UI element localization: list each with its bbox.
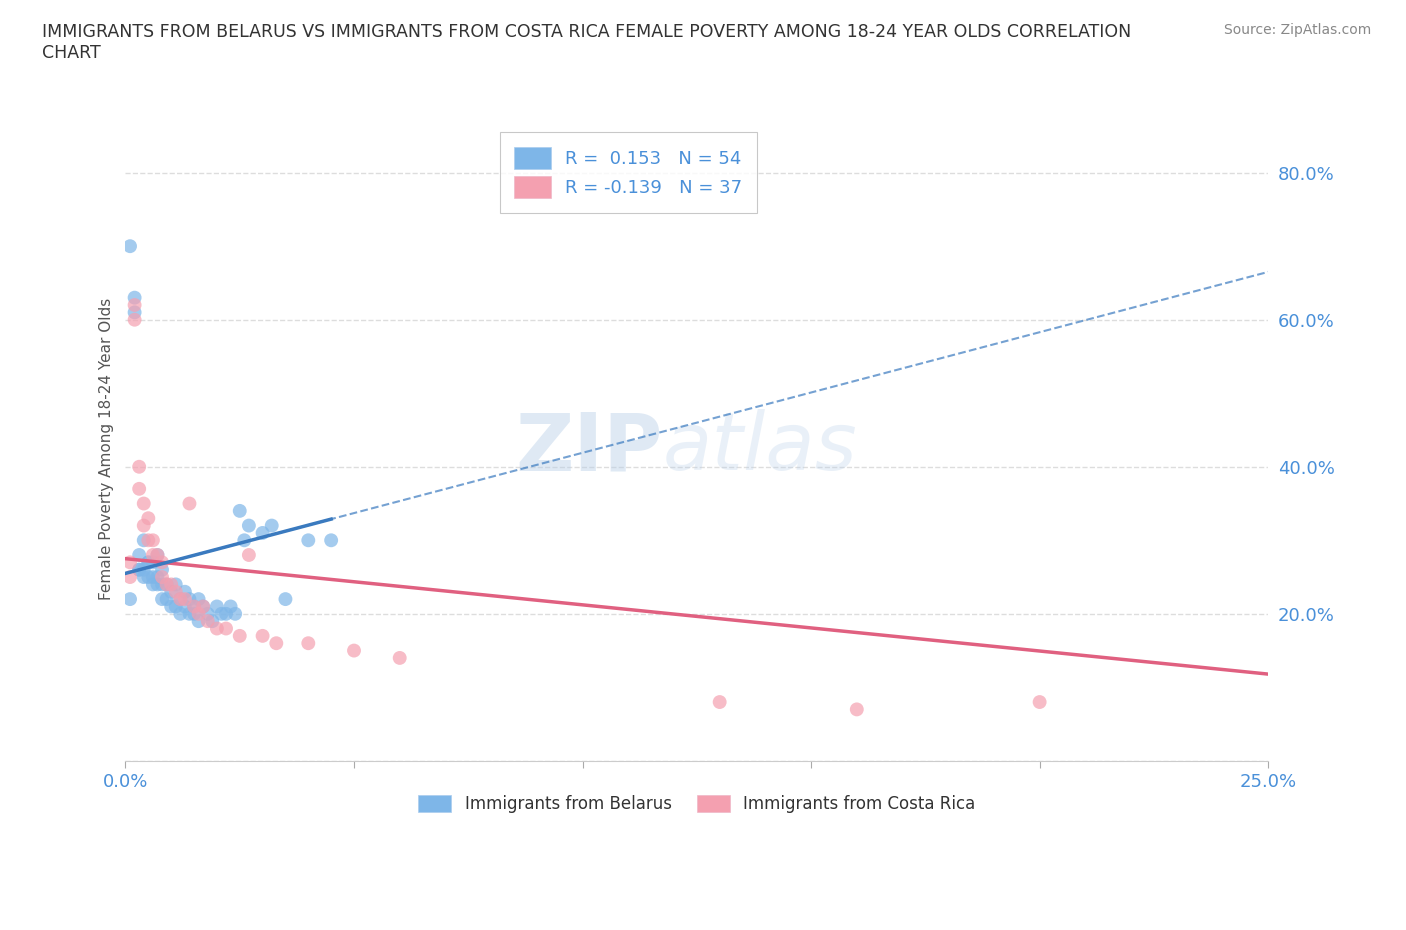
Text: Source: ZipAtlas.com: Source: ZipAtlas.com <box>1223 23 1371 37</box>
Point <box>150 569 173 584</box>
Point <box>142 555 165 570</box>
Point <box>183 606 205 621</box>
Point <box>150 591 173 606</box>
Point <box>252 525 274 540</box>
Point <box>142 577 165 591</box>
Point <box>179 591 201 606</box>
Point <box>388 650 411 665</box>
Point <box>169 606 191 621</box>
Point <box>160 584 183 599</box>
Point <box>297 636 319 651</box>
Point <box>709 695 731 710</box>
Point <box>146 569 169 584</box>
Point <box>229 503 252 518</box>
Point <box>132 569 155 584</box>
Point <box>128 482 150 497</box>
Point <box>238 548 260 563</box>
Text: ZIP: ZIP <box>515 409 662 487</box>
Point <box>174 584 197 599</box>
Point <box>193 599 215 614</box>
Point <box>150 577 173 591</box>
Point <box>136 511 159 525</box>
Point <box>128 563 150 578</box>
Point <box>146 548 169 563</box>
Point <box>205 599 228 614</box>
Point <box>128 548 150 563</box>
Point <box>155 577 177 591</box>
Point <box>146 577 169 591</box>
Point <box>197 614 219 629</box>
Point <box>174 599 197 614</box>
Point <box>321 533 343 548</box>
Point <box>124 298 146 312</box>
Point <box>155 577 177 591</box>
Point <box>169 591 191 606</box>
Point <box>150 555 173 570</box>
Point <box>128 459 150 474</box>
Text: atlas: atlas <box>662 409 858 487</box>
Point <box>132 533 155 548</box>
Point <box>142 533 165 548</box>
Point <box>274 591 297 606</box>
Point <box>260 518 283 533</box>
Point <box>136 555 159 570</box>
Point <box>142 548 165 563</box>
Point <box>155 591 177 606</box>
Point <box>845 702 868 717</box>
Point <box>297 533 319 548</box>
Point <box>165 577 187 591</box>
Point <box>124 290 146 305</box>
Text: IMMIGRANTS FROM BELARUS VS IMMIGRANTS FROM COSTA RICA FEMALE POVERTY AMONG 18-24: IMMIGRANTS FROM BELARUS VS IMMIGRANTS FR… <box>42 23 1132 62</box>
Point <box>174 591 197 606</box>
Point <box>224 606 246 621</box>
Point <box>150 563 173 578</box>
Point <box>201 614 224 629</box>
Point <box>160 577 183 591</box>
Point <box>179 606 201 621</box>
Point <box>197 606 219 621</box>
Point <box>233 533 256 548</box>
Point <box>238 518 260 533</box>
Point <box>118 555 141 570</box>
Point <box>179 496 201 511</box>
Point <box>132 563 155 578</box>
Point <box>132 496 155 511</box>
Point <box>165 599 187 614</box>
Point <box>205 621 228 636</box>
Point <box>118 591 141 606</box>
Point <box>118 239 141 254</box>
Point <box>136 555 159 570</box>
Point <box>169 591 191 606</box>
Point <box>142 569 165 584</box>
Point <box>1028 695 1050 710</box>
Y-axis label: Female Poverty Among 18-24 Year Olds: Female Poverty Among 18-24 Year Olds <box>100 298 114 600</box>
Point <box>136 569 159 584</box>
Legend: Immigrants from Belarus, Immigrants from Costa Rica: Immigrants from Belarus, Immigrants from… <box>409 787 984 821</box>
Point <box>187 591 209 606</box>
Point <box>215 606 238 621</box>
Point <box>266 636 288 651</box>
Point <box>183 599 205 614</box>
Point <box>343 644 366 658</box>
Point <box>146 548 169 563</box>
Point <box>132 518 155 533</box>
Point <box>229 629 252 644</box>
Point <box>124 312 146 327</box>
Point <box>187 614 209 629</box>
Point <box>219 599 242 614</box>
Point <box>215 621 238 636</box>
Point <box>128 563 150 578</box>
Point <box>193 599 215 614</box>
Point <box>187 606 209 621</box>
Point <box>118 569 141 584</box>
Point <box>136 533 159 548</box>
Point <box>183 599 205 614</box>
Point <box>160 599 183 614</box>
Point <box>211 606 233 621</box>
Point <box>165 584 187 599</box>
Point <box>252 629 274 644</box>
Point <box>124 305 146 320</box>
